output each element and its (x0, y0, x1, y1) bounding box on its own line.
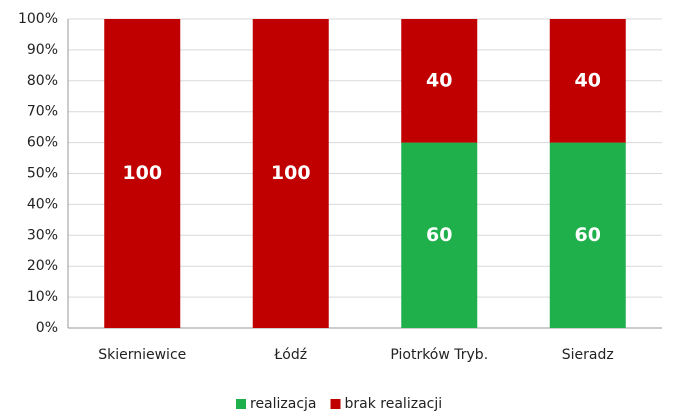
bar-segment (549, 19, 626, 143)
x-tick-label: Sieradz (562, 347, 614, 363)
legend-label: realizacja (250, 396, 317, 412)
legend-swatch (236, 399, 246, 409)
y-tick-label: 90% (27, 42, 58, 58)
y-tick-label: 0% (36, 320, 58, 336)
y-tick-label: 30% (27, 227, 58, 243)
data-label: 40 (426, 69, 452, 91)
y-tick-label: 50% (27, 166, 58, 182)
bar-segment (401, 19, 478, 143)
x-tick-label: Skierniewice (98, 347, 186, 363)
legend-swatch (330, 399, 341, 409)
data-label: 60 (426, 224, 452, 246)
bar-segment (401, 142, 478, 328)
y-tick-label: 20% (27, 258, 58, 274)
data-label: 60 (575, 224, 601, 246)
bar-segment (549, 142, 626, 328)
y-tick-label: 40% (27, 196, 58, 212)
y-tick-label: 70% (27, 104, 58, 120)
y-tick-label: 10% (27, 289, 58, 305)
y-tick-label: 60% (27, 135, 58, 151)
y-tick-label: 80% (27, 73, 58, 89)
data-label: 40 (575, 69, 601, 91)
bar-segment (104, 19, 181, 328)
y-tick-label: 100% (18, 11, 58, 27)
legend-label: brak realizacji (345, 396, 443, 412)
x-tick-label: Piotrków Tryb. (390, 347, 488, 363)
data-label: 100 (122, 162, 162, 184)
data-label: 100 (271, 162, 311, 184)
bar-segment (252, 19, 329, 328)
x-tick-label: Łódź (273, 347, 307, 363)
